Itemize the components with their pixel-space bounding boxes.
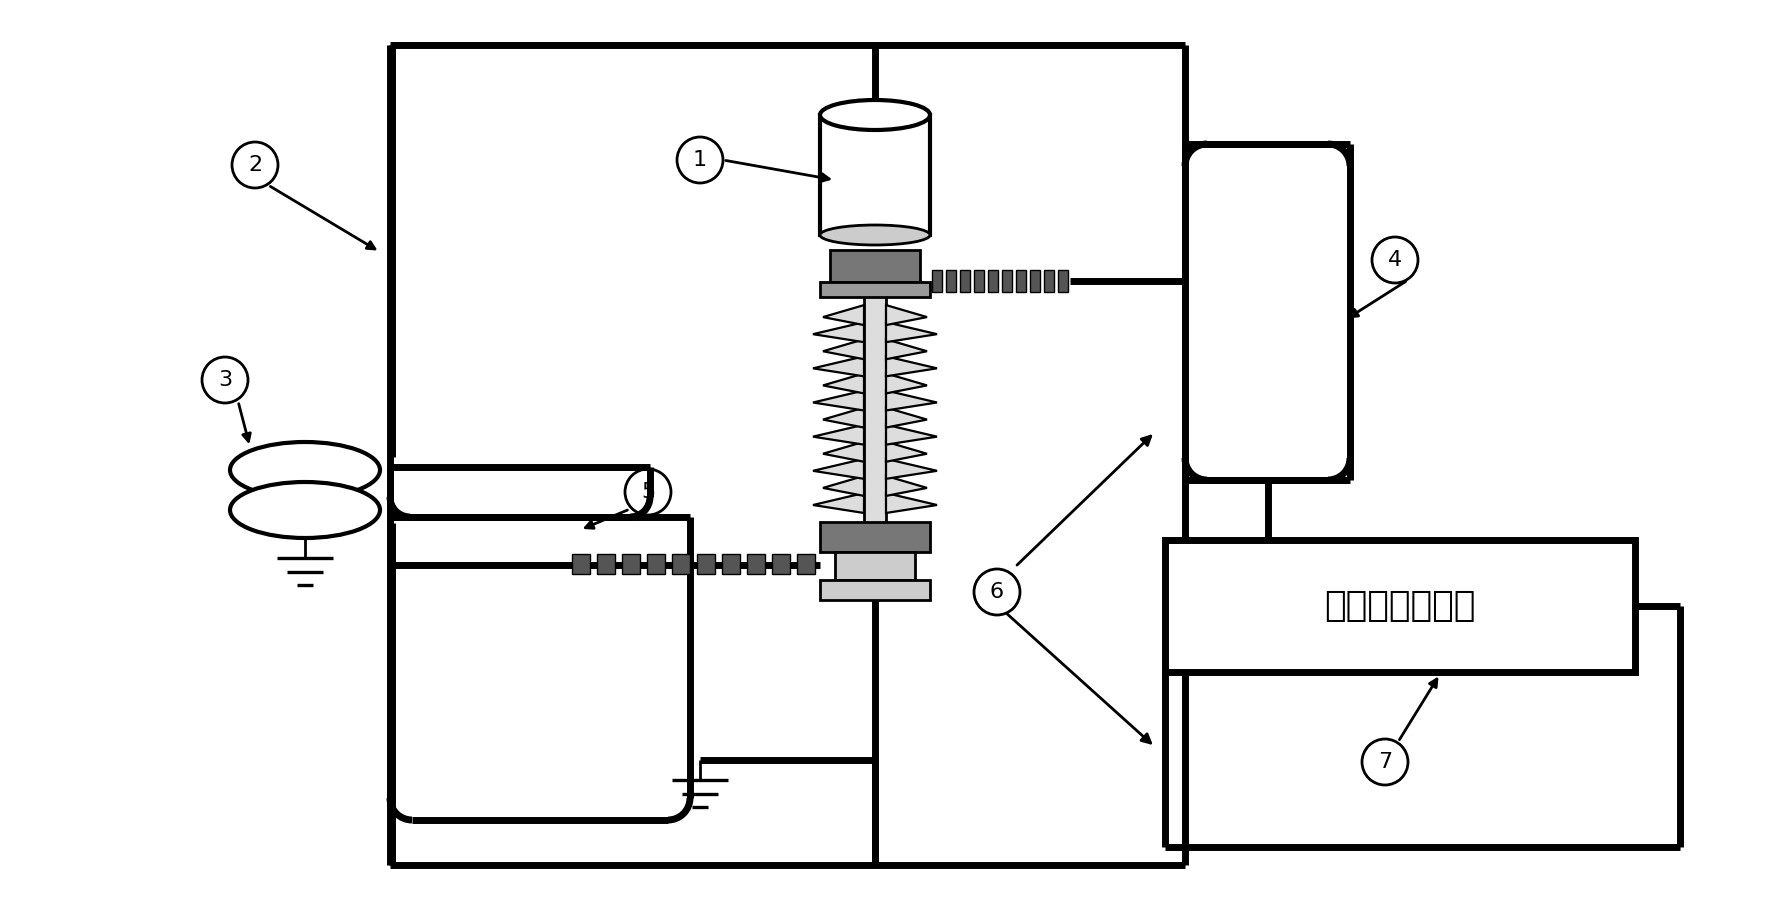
Bar	[1030, 270, 1039, 292]
Bar	[597, 554, 614, 574]
Polygon shape	[822, 442, 863, 462]
Bar	[622, 554, 639, 574]
Bar	[1058, 270, 1067, 292]
Polygon shape	[813, 459, 863, 479]
Polygon shape	[886, 305, 927, 325]
Bar	[961, 270, 970, 292]
Polygon shape	[886, 391, 938, 410]
Text: 5: 5	[641, 482, 655, 502]
Text: 2: 2	[249, 155, 263, 175]
Bar	[835, 552, 915, 580]
Text: 光纤衰减监测仪: 光纤衰减监测仪	[1325, 589, 1476, 623]
Polygon shape	[822, 408, 863, 428]
Polygon shape	[822, 476, 863, 496]
Text: 7: 7	[1378, 752, 1392, 772]
Polygon shape	[886, 442, 927, 462]
Polygon shape	[886, 476, 927, 496]
Polygon shape	[813, 425, 863, 445]
Bar	[1016, 270, 1027, 292]
Polygon shape	[813, 493, 863, 513]
Bar	[821, 282, 931, 297]
Bar	[987, 270, 998, 292]
Text: 1: 1	[693, 150, 707, 170]
Bar	[821, 522, 931, 552]
Polygon shape	[813, 356, 863, 376]
Polygon shape	[886, 322, 938, 342]
Bar	[696, 554, 716, 574]
Text: 6: 6	[989, 582, 1003, 602]
Ellipse shape	[231, 442, 380, 498]
Text: 4: 4	[1387, 250, 1401, 270]
Polygon shape	[886, 459, 938, 479]
Bar	[947, 270, 955, 292]
Polygon shape	[822, 373, 863, 393]
Polygon shape	[886, 339, 927, 359]
Polygon shape	[822, 305, 863, 325]
Bar	[723, 554, 741, 574]
Bar	[1044, 270, 1053, 292]
Bar	[671, 554, 691, 574]
Bar	[748, 554, 765, 574]
Bar	[829, 250, 920, 282]
Polygon shape	[813, 322, 863, 342]
Polygon shape	[813, 391, 863, 410]
Text: 3: 3	[218, 370, 233, 390]
Polygon shape	[886, 408, 927, 428]
Bar	[973, 270, 984, 292]
Bar	[821, 580, 931, 600]
Ellipse shape	[231, 482, 380, 538]
Bar	[572, 554, 590, 574]
Polygon shape	[886, 356, 938, 376]
Bar	[773, 554, 790, 574]
Bar	[1165, 540, 1636, 672]
Bar	[863, 282, 886, 522]
Bar	[821, 115, 931, 235]
Polygon shape	[886, 373, 927, 393]
Bar	[646, 554, 664, 574]
Bar	[797, 554, 815, 574]
Bar	[932, 270, 941, 292]
Polygon shape	[886, 425, 938, 445]
Polygon shape	[886, 493, 938, 513]
Ellipse shape	[821, 100, 931, 130]
Ellipse shape	[821, 225, 931, 245]
Polygon shape	[822, 339, 863, 359]
Bar	[1002, 270, 1012, 292]
